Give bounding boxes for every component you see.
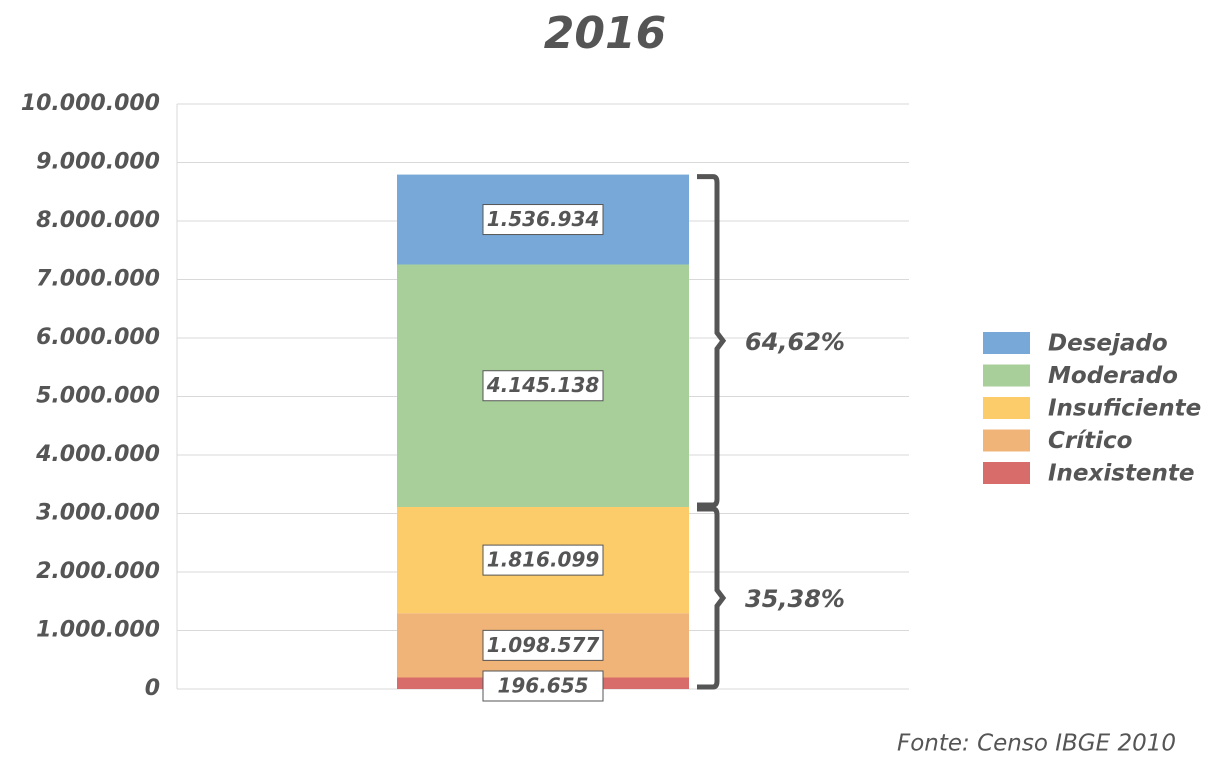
brace-label: 64,62%	[745, 328, 845, 356]
brace-label: 35,38%	[745, 585, 845, 613]
y-tick-label: 10.000.000	[21, 91, 160, 116]
legend-label: Inexistente	[1048, 461, 1195, 487]
source: Fonte: Censo IBGE 2010	[897, 731, 1176, 757]
value-label-box	[482, 370, 604, 402]
legend-swatch	[983, 332, 1030, 354]
legend-swatch	[983, 364, 1030, 387]
value-label: 1.536.934	[487, 207, 600, 231]
y-tick-label: 2.000.000	[36, 559, 160, 584]
legend-label: Moderado	[1048, 363, 1178, 389]
legend-swatch	[983, 462, 1030, 484]
y-tick-label: 8.000.000	[36, 208, 160, 233]
brace	[697, 174, 727, 508]
value-label-box	[482, 629, 604, 661]
y-tick-label: 9.000.000	[36, 150, 160, 175]
legend-swatch	[983, 429, 1030, 452]
legend-label: Crítico	[1048, 428, 1132, 454]
y-tick-label: 6.000.000	[36, 325, 160, 350]
legend-swatch	[983, 397, 1030, 419]
y-tick-label: 5.000.000	[36, 384, 160, 409]
value-label: 1.816.099	[487, 548, 600, 572]
y-tick-label: 0	[145, 676, 160, 701]
y-tick-label: 1.000.000	[36, 618, 160, 643]
y-tick-label: 3.000.000	[36, 501, 160, 526]
value-label: 1.098.577	[487, 633, 600, 657]
value-label: 196.655	[497, 674, 588, 698]
value-label-box	[482, 544, 604, 576]
brace	[697, 506, 727, 690]
chart-title: 2016	[544, 8, 666, 59]
legend-label: Desejado	[1048, 331, 1168, 357]
value-label: 4.145.138	[486, 373, 600, 397]
value-label-box	[482, 204, 604, 236]
y-tick-label: 4.000.000	[35, 442, 160, 467]
legend-label: Insuficiente	[1048, 396, 1201, 422]
y-tick-label: 7.000.000	[36, 267, 160, 292]
value-label-box	[482, 670, 604, 702]
